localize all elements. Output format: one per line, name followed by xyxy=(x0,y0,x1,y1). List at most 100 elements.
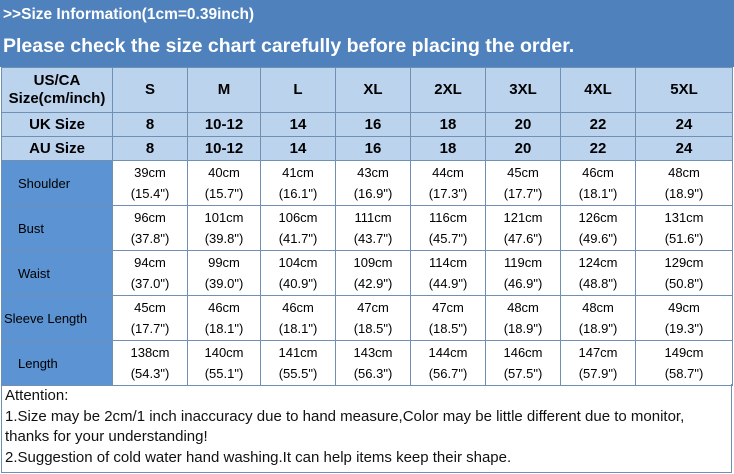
measurement-cell: 48cm (18.9") xyxy=(635,160,733,206)
inch-value: (58.7") xyxy=(664,366,704,381)
measurement-cell: 45cm (17.7") xyxy=(485,160,561,206)
measurement-cell: 46cm (18.1") xyxy=(187,295,261,341)
cm-value: 45cm xyxy=(507,165,539,180)
measurement-cell: 111cm (43.7") xyxy=(335,205,411,251)
measurement-cell: 129cm (50.8") xyxy=(635,250,733,296)
inch-value: (18.9") xyxy=(664,186,704,201)
cm-value: 46cm xyxy=(582,165,614,180)
cm-value: 126cm xyxy=(578,210,618,225)
inch-value: (44.9") xyxy=(428,276,468,291)
measurement-cell: 94cm (37.0") xyxy=(112,250,188,296)
au-size-cell: 24 xyxy=(635,136,733,161)
au-size-cell: 10-12 xyxy=(187,136,261,161)
inch-value: (16.1") xyxy=(278,186,318,201)
cm-value: 40cm xyxy=(208,165,240,180)
measurement-cell: 119cm (46.9") xyxy=(485,250,561,296)
inch-value: (16.9") xyxy=(353,186,393,201)
measurement-cell: 44cm (17.3") xyxy=(410,160,486,206)
size-header-cell: L xyxy=(260,67,336,113)
measurement-cell: 43cm (16.9") xyxy=(335,160,411,206)
au-size-row: AU Size 8 10-12 14 16 18 20 22 24 xyxy=(1,136,733,161)
cm-value: 141cm xyxy=(278,345,318,360)
measurement-label: Bust xyxy=(1,205,113,251)
size-header-cell: M xyxy=(187,67,261,113)
measurement-cell: 138cm (54.3") xyxy=(112,340,188,386)
size-header-cell: XL xyxy=(335,67,411,113)
measurement-cell: 140cm (55.1") xyxy=(187,340,261,386)
cm-value: 116cm xyxy=(428,210,468,225)
measurement-cell: 141cm (55.5") xyxy=(260,340,336,386)
measurement-cell: 149cm (58.7") xyxy=(635,340,733,386)
uk-size-cell: 18 xyxy=(410,112,486,137)
banner-title: >>Size Information(1cm=0.39inch) xyxy=(3,6,255,23)
uk-size-label: UK Size xyxy=(1,112,113,137)
inch-value: (15.4") xyxy=(130,186,170,201)
attention-notes: Attention: 1.Size may be 2cm/1 inch inac… xyxy=(1,384,732,473)
inch-value: (19.3") xyxy=(664,321,704,336)
cm-value: 121cm xyxy=(503,210,543,225)
measurement-cell: 126cm (49.6") xyxy=(560,205,636,251)
cm-value: 47cm xyxy=(357,300,389,315)
cm-value: 43cm xyxy=(357,165,389,180)
measurement-row: Waist 94cm (37.0") 99cm (39.0") 104cm (40.9") 1… xyxy=(1,250,733,296)
inch-value: (39.0") xyxy=(204,276,244,291)
inch-value: (41.7") xyxy=(278,231,318,246)
cm-value: 131cm xyxy=(664,210,704,225)
cm-value: 101cm xyxy=(204,210,244,225)
uk-size-cell: 16 xyxy=(335,112,411,137)
measurement-cell: 116cm (45.7") xyxy=(410,205,486,251)
uk-size-cell: 8 xyxy=(112,112,188,137)
inch-value: (54.3") xyxy=(130,366,170,381)
au-size-cell: 8 xyxy=(112,136,188,161)
measurement-row: Sleeve Length 45cm (17.7") 46cm (18.1") 46cm (… xyxy=(1,295,733,341)
inch-value: (47.6") xyxy=(503,231,543,246)
measurement-cell: 47cm (18.5") xyxy=(335,295,411,341)
uk-size-cell: 10-12 xyxy=(187,112,261,137)
note-line: Attention: xyxy=(5,387,69,404)
inch-value: (56.7") xyxy=(428,366,468,381)
cm-value: 48cm xyxy=(582,300,614,315)
inch-value: (46.9") xyxy=(503,276,543,291)
cm-value: 111cm xyxy=(354,210,392,225)
measurement-cell: 45cm (17.7") xyxy=(112,295,188,341)
inch-value: (40.9") xyxy=(278,276,318,291)
measurement-label: Length xyxy=(1,340,113,386)
au-size-cell: 14 xyxy=(260,136,336,161)
inch-value: (37.0") xyxy=(130,276,170,291)
measurement-cell: 40cm (15.7") xyxy=(187,160,261,206)
inch-value: (57.9") xyxy=(578,366,618,381)
inch-value: (37.8") xyxy=(130,231,170,246)
measurement-cell: 109cm (42.9") xyxy=(335,250,411,296)
inch-value: (18.5") xyxy=(428,321,468,336)
size-chart-table: US/CA Size(cm/inch) S M L XL 2XL 3XL 4XL 5XL UK S… xyxy=(1,67,733,386)
measurement-cell: 147cm (57.9") xyxy=(560,340,636,386)
note-line: 1.Size may be 2cm/1 inch inaccuracy due … xyxy=(5,407,685,425)
cm-value: 146cm xyxy=(503,345,543,360)
cm-value: 109cm xyxy=(353,255,393,270)
cm-value: 49cm xyxy=(668,300,700,315)
cm-value: 114cm xyxy=(428,255,468,270)
size-header-row: US/CA Size(cm/inch) S M L XL 2XL 3XL 4XL 5XL xyxy=(1,67,733,113)
measurement-row: Shoulder 39cm (15.4") 40cm (15.7") 41cm (16.1"… xyxy=(1,160,733,206)
inch-value: (42.9") xyxy=(353,276,393,291)
measurement-cell: 41cm (16.1") xyxy=(260,160,336,206)
cm-value: 46cm xyxy=(282,300,314,315)
measurement-cell: 96cm (37.8") xyxy=(112,205,188,251)
measurement-cell: 49cm (19.3") xyxy=(635,295,733,341)
inch-value: (15.7") xyxy=(204,186,244,201)
inch-value: (51.6") xyxy=(664,231,704,246)
cm-value: 124cm xyxy=(578,255,618,270)
measurement-row: Bust 96cm (37.8") 101cm (39.8") 106cm (41.7") 1… xyxy=(1,205,733,251)
inch-value: (49.6") xyxy=(578,231,618,246)
cm-value: 149cm xyxy=(664,345,704,360)
au-size-cell: 18 xyxy=(410,136,486,161)
size-header-cell: 3XL xyxy=(485,67,561,113)
inch-value: (55.1") xyxy=(204,366,244,381)
size-header-cell: S xyxy=(112,67,188,113)
cm-value: 147cm xyxy=(578,345,618,360)
inch-value: (17.7") xyxy=(503,186,543,201)
inch-value: (18.9") xyxy=(503,321,543,336)
cm-value: 143cm xyxy=(353,345,393,360)
cm-value: 46cm xyxy=(208,300,240,315)
note-line: thanks for your understanding! xyxy=(5,428,208,445)
